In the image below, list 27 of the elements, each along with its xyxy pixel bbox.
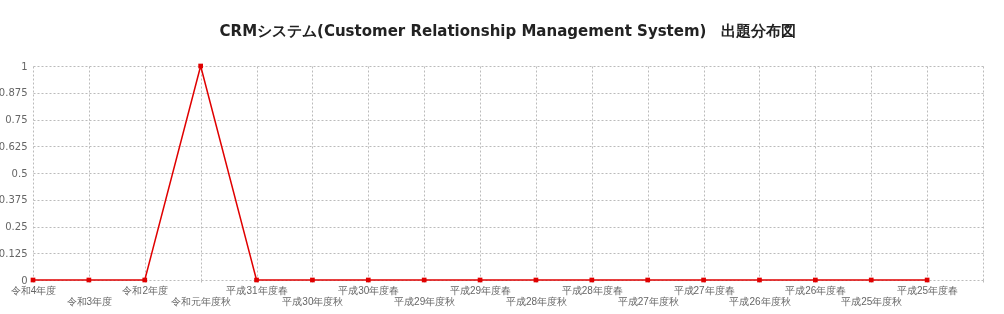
x-tick-label: 平成25年度秋 <box>841 295 903 307</box>
x-tick-label: 令和2年度 <box>122 284 169 296</box>
y-tick-label: 1 <box>21 60 28 72</box>
x-tick-label: 平成30年度春 <box>338 284 400 296</box>
y-tick-label: 0.625 <box>0 140 28 152</box>
y-tick-label: 0.5 <box>11 167 28 179</box>
x-tick-label: 平成26年度秋 <box>729 295 791 307</box>
chart-title: CRMシステム(Customer Relationship Management System) 出題分布図 <box>219 22 797 40</box>
x-tick-label: 平成29年度秋 <box>394 295 456 307</box>
x-tick-label: 平成31年度春 <box>226 284 288 296</box>
x-tick-label: 平成27年度秋 <box>617 295 679 307</box>
x-tick-label: 令和4年度 <box>10 284 57 296</box>
y-tick-label: 0 <box>21 274 28 286</box>
y-tick-label: 0.375 <box>0 194 28 206</box>
x-tick-label: 平成30年度秋 <box>282 295 344 307</box>
x-tick-label: 平成29年度春 <box>450 284 512 296</box>
x-tick-label: 令和3年度 <box>66 295 113 307</box>
x-tick-label: 平成28年度秋 <box>505 295 567 307</box>
y-tick-label: 0.25 <box>5 221 28 232</box>
y-tick-label: 0.125 <box>0 247 28 259</box>
x-tick-label: 令和元年度秋 <box>171 295 232 307</box>
x-tick-label: 平成28年度春 <box>561 284 623 296</box>
x-tick-label: 平成27年度春 <box>673 284 735 296</box>
y-tick-label: 0.875 <box>0 87 28 99</box>
y-tick-label: 0.75 <box>5 114 28 125</box>
x-tick-label: 平成25年度春 <box>897 284 959 296</box>
x-tick-label: 平成26年度春 <box>785 284 847 296</box>
